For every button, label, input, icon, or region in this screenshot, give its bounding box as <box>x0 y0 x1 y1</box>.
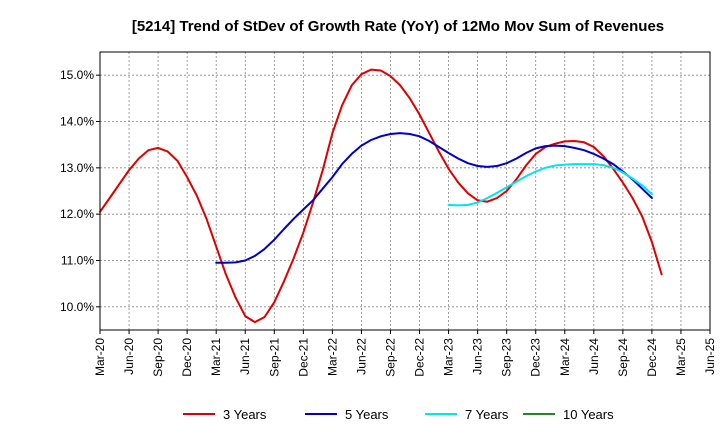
x-tick-label: Mar-23 <box>442 338 456 376</box>
chart-title: [5214] Trend of StDev of Growth Rate (Yo… <box>132 18 664 35</box>
y-tick-label: 13.0% <box>60 161 94 175</box>
x-tick-label: Sep-20 <box>151 338 165 377</box>
legend: 3 Years 5 Years 7 Years 10 Years <box>183 407 614 422</box>
legend-label: 7 Years <box>465 407 509 422</box>
y-tick-label: 12.0% <box>60 207 94 221</box>
x-tick-label: Jun-23 <box>471 338 485 375</box>
x-tick-label: Sep-23 <box>500 338 514 377</box>
x-tick-label: Sep-22 <box>383 338 397 377</box>
x-tick-label: Dec-21 <box>296 338 310 377</box>
x-tick-label: Dec-24 <box>645 338 659 377</box>
series-line-7-years <box>447 163 653 207</box>
y-tick-label: 15.0% <box>60 68 94 82</box>
x-tick-label: Mar-20 <box>93 338 107 376</box>
x-tick-label: Jun-22 <box>354 338 368 375</box>
x-tick-label: Sep-21 <box>267 338 281 377</box>
series-line-3-years <box>99 68 663 324</box>
y-axis-ticks: 10.0% 11.0% 12.0% 13.0% 14.0% 15.0% <box>60 68 100 314</box>
legend-label: 10 Years <box>563 407 614 422</box>
grid <box>100 52 710 330</box>
x-tick-label: Jun-25 <box>703 338 717 375</box>
x-tick-label: Jun-20 <box>122 338 136 375</box>
x-tick-label: Dec-22 <box>413 338 427 377</box>
x-tick-label: Jun-24 <box>587 338 601 375</box>
series-line-5-years <box>215 132 653 264</box>
x-tick-label: Mar-24 <box>558 338 572 376</box>
series-lines <box>99 68 663 324</box>
x-tick-label: Dec-20 <box>180 338 194 377</box>
legend-label: 3 Years <box>223 407 267 422</box>
y-tick-label: 14.0% <box>60 115 94 129</box>
x-tick-label: Mar-25 <box>674 338 688 376</box>
x-axis-ticks: Mar-20 Jun-20 Sep-20 Dec-20 Mar-21 Jun-21 Sep-… <box>93 330 717 377</box>
x-tick-label: Jun-21 <box>238 338 252 375</box>
x-tick-label: Mar-22 <box>325 338 339 376</box>
y-tick-label: 10.0% <box>60 300 94 314</box>
plot-frame <box>99 51 711 331</box>
x-tick-label: Sep-24 <box>616 338 630 377</box>
legend-label: 5 Years <box>345 407 389 422</box>
y-tick-label: 11.0% <box>61 254 94 268</box>
x-tick-label: Dec-23 <box>529 338 543 377</box>
x-tick-label: Mar-21 <box>209 338 223 376</box>
